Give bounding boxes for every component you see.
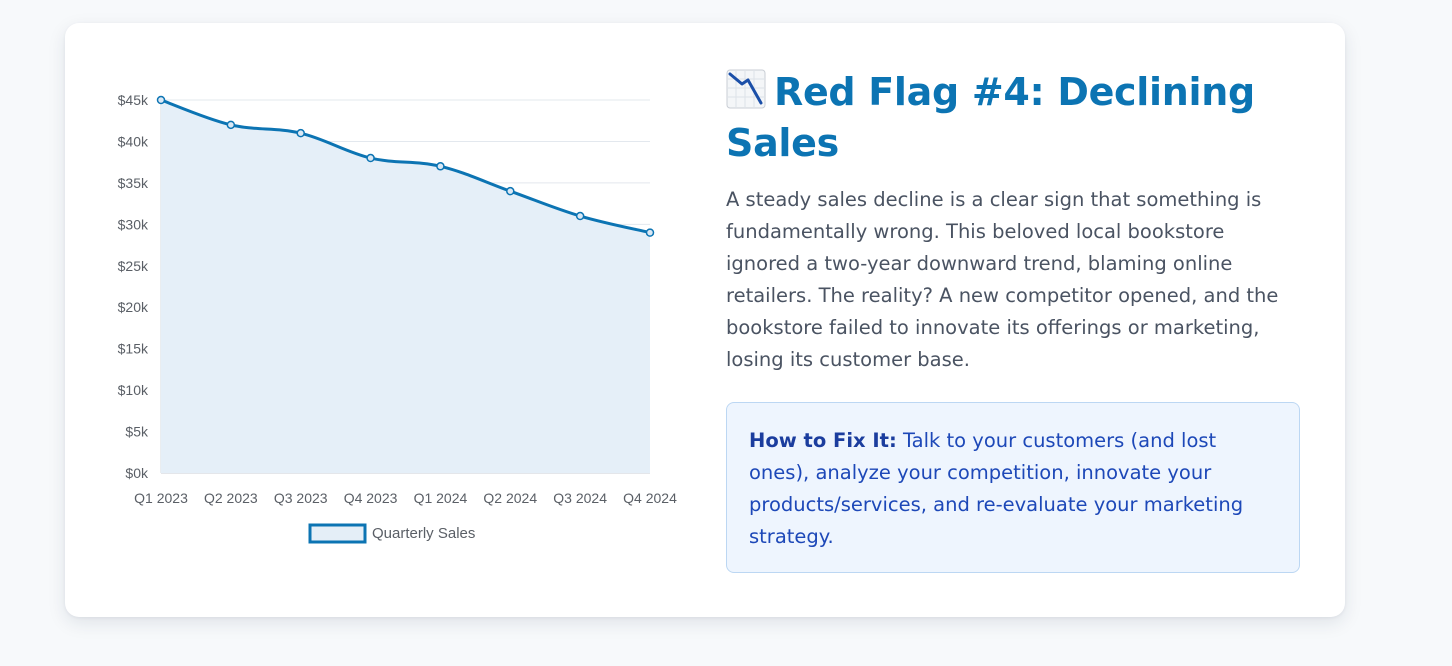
chart-decreasing-icon — [726, 69, 766, 120]
sales-chart: $0k $5k $10k $15k $20k $25k $30k $35k $40k $45k Q1… — [118, 92, 677, 544]
x-tick-label: Q4 2024 — [623, 490, 677, 506]
sales-line — [159, 98, 652, 235]
y-tick-label: $40k — [118, 133, 149, 149]
how-to-fix-callout: How to Fix It: Talk to your customers (a… — [726, 402, 1300, 573]
data-point — [366, 153, 375, 163]
y-tick-label: $35k — [118, 175, 149, 191]
y-tick-label: $10k — [118, 382, 149, 398]
legend-swatch — [308, 523, 367, 544]
x-tick-label: Q2 2023 — [204, 490, 258, 506]
section-title-text: Red Flag #4: Declining Sales — [726, 70, 1255, 165]
y-tick-label: $45k — [118, 92, 149, 108]
data-point — [575, 211, 585, 221]
data-point — [506, 186, 515, 196]
x-tick-label: Q1 2023 — [134, 490, 188, 506]
fix-text: Talk to your customers (and lost ones), … — [749, 429, 1244, 548]
data-point — [296, 128, 305, 138]
data-point — [226, 120, 236, 130]
sales-area-fill — [161, 100, 650, 473]
x-tick-label: Q2 2024 — [483, 490, 537, 506]
x-tick-label: Q3 2023 — [274, 490, 328, 506]
fix-label: How to Fix It: — [749, 429, 897, 452]
y-tick-label: $5k — [125, 424, 149, 440]
y-tick-label: $30k — [118, 216, 149, 232]
text-column: Red Flag #4: Declining Sales A steady sa… — [726, 69, 1306, 376]
legend-label: Quarterly Sales — [372, 525, 475, 542]
data-point — [645, 228, 655, 237]
x-tick-label: Q1 2024 — [414, 490, 468, 506]
x-tick-label: Q3 2024 — [553, 490, 607, 506]
y-tick-label: $0k — [125, 465, 149, 481]
y-tick-label: $20k — [118, 299, 149, 315]
data-point — [436, 162, 445, 171]
body-paragraph: A steady sales decline is a clear sign t… — [726, 188, 1279, 371]
x-tick-label: Q4 2023 — [344, 490, 398, 506]
y-tick-label: $15k — [118, 341, 149, 357]
section-title: Red Flag #4: Declining Sales — [726, 69, 1306, 167]
data-point — [156, 95, 166, 105]
y-tick-label: $25k — [118, 258, 149, 274]
content-card: $0k $5k $10k $15k $20k $25k $30k $35k $40k $45k Q1… — [65, 23, 1345, 617]
